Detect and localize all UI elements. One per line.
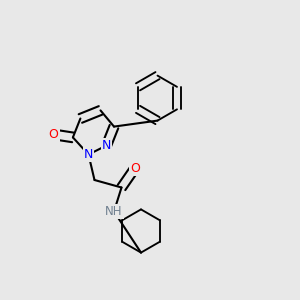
Text: N: N	[102, 139, 111, 152]
Text: O: O	[130, 161, 140, 175]
Text: NH: NH	[105, 205, 123, 218]
Text: O: O	[49, 128, 58, 141]
Text: N: N	[84, 148, 93, 161]
